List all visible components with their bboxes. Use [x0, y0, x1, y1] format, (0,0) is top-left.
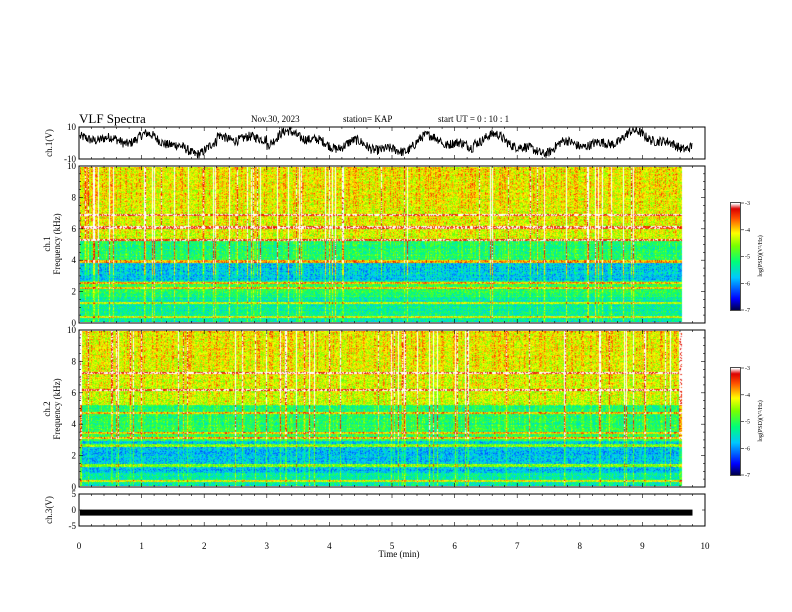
chart-title: VLF Spectra: [79, 111, 146, 126]
colorbar-tick-label: -6: [745, 281, 750, 287]
x-tick-label: 0: [77, 541, 82, 551]
y-tick-label: 10: [67, 325, 77, 335]
y-tick-label: 2: [72, 287, 77, 297]
colorbar-tick-label: -3: [745, 366, 750, 372]
date-label: Nov.30, 2023: [251, 114, 300, 124]
y-tick-label: 5: [72, 489, 77, 499]
colorbar-tick-label: -4: [745, 228, 750, 234]
colorbar-tick-label: -6: [745, 446, 750, 452]
ch1-waveform-ylabel: ch.1(V): [44, 129, 54, 157]
ch2-colorbar-label: log(PSD)(V²/Hz): [757, 400, 764, 441]
y-tick-label: 0: [72, 482, 77, 492]
x-axis-label: Time (min): [379, 549, 420, 559]
x-tick-label: 8: [578, 541, 583, 551]
y-tick-label: 2: [72, 451, 77, 461]
x-tick-label: 2: [202, 541, 207, 551]
x-tick-label: 10: [701, 541, 711, 551]
y-tick-label: -5: [69, 521, 77, 531]
ch1-waveform-trace: [79, 126, 693, 159]
x-tick-label: 3: [265, 541, 270, 551]
x-tick-label: 9: [640, 541, 645, 551]
colorbar-tick-label: -7: [745, 308, 750, 314]
y-tick-label: 8: [72, 356, 77, 366]
ch3-waveform-trace: [80, 509, 693, 516]
ch1-colorbar-frame: [730, 202, 741, 311]
start-time-label: start UT = 0 : 10 : 1: [438, 114, 510, 124]
ch1-colorbar-label: log(PSD)(V²/Hz): [757, 235, 764, 276]
ch2-spectrogram-image: [80, 331, 694, 486]
colorbar-tick-label: -5: [745, 420, 750, 426]
x-tick-label: 5: [390, 541, 395, 551]
y-tick-label: 0: [72, 505, 77, 515]
station-label: station= KAP: [343, 114, 393, 124]
y-tick-label: 6: [72, 388, 77, 398]
ch1-spectrogram-frame: [78, 165, 706, 324]
colorbar-tick-label: -5: [745, 255, 750, 261]
colorbar-tick-label: -4: [745, 393, 750, 399]
ch2-colorbar-image: [731, 368, 740, 475]
x-tick-label: 1: [139, 541, 144, 551]
x-tick-label: 7: [515, 541, 520, 551]
y-tick-label: 8: [72, 192, 77, 202]
y-tick-label: 6: [72, 224, 77, 234]
ch2-colorbar-frame: [730, 367, 741, 476]
x-tick-label: 4: [327, 541, 332, 551]
ch2-spectrogram-ylabel-2: Frequency (kHz): [52, 378, 62, 439]
x-tick-label: 6: [452, 541, 457, 551]
ch2-spectrogram-ylabel-1: ch.2: [42, 401, 52, 416]
colorbar-tick-label: -3: [745, 201, 750, 207]
y-tick-label: 10: [67, 161, 77, 171]
ch1-spectrogram-ylabel-2: Frequency (kHz): [52, 213, 62, 274]
ch3-waveform-ylabel: ch.3(V): [44, 496, 54, 524]
colorbar-tick-label: -7: [745, 473, 750, 479]
y-tick-label: 0: [72, 318, 77, 328]
ch1-spectrogram-ylabel-1: ch.1: [42, 236, 52, 251]
y-tick-label: -10: [64, 154, 76, 164]
y-tick-label: 10: [67, 122, 77, 132]
ch2-spectrogram-frame: [78, 329, 706, 488]
y-tick-label: 4: [72, 255, 77, 265]
ch1-colorbar-image: [731, 203, 740, 310]
ch1-spectrogram-image: [80, 167, 694, 322]
y-tick-label: 4: [72, 419, 77, 429]
